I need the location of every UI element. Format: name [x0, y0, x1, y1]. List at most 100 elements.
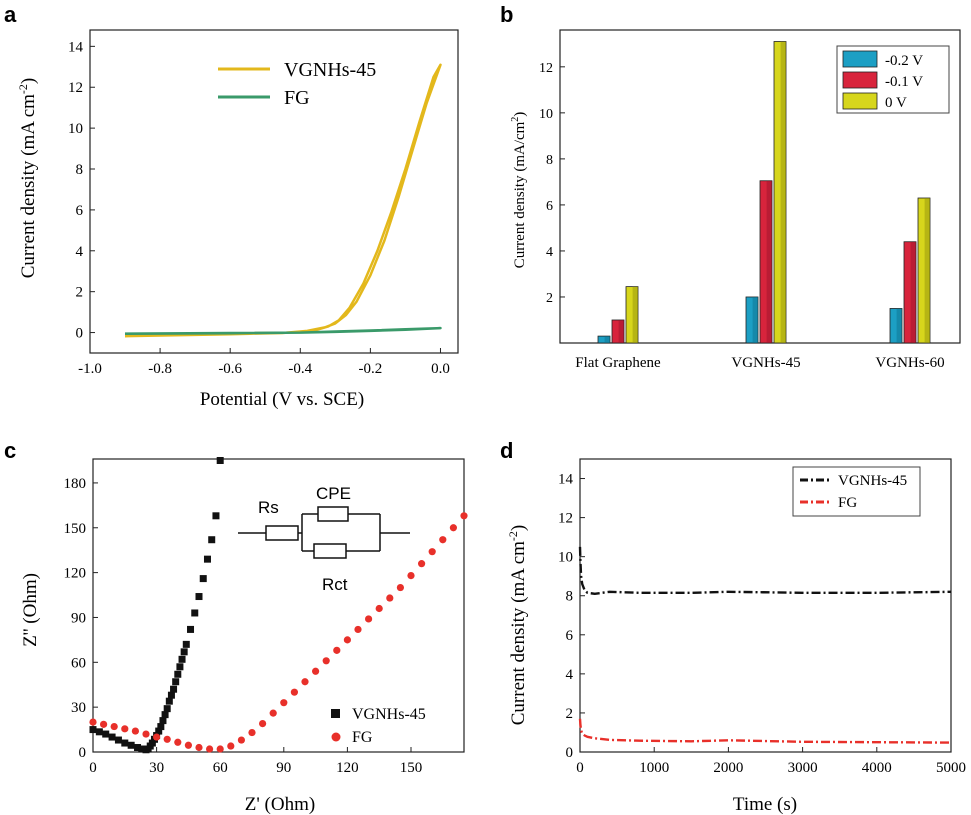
panel-c-legend: VGNHs-45 FG [331, 706, 426, 746]
panel-b-category-label: VGNHs-60 [875, 355, 944, 371]
rct-resistor [313, 543, 347, 559]
legend-label-vgnhs45: VGNHs-45 [284, 59, 376, 81]
panel-c-point-fg [163, 735, 171, 743]
panel-c-point-vgnhs45 [216, 456, 224, 464]
panel-a-series-fg [124, 326, 442, 336]
panel-c-point-fg [312, 667, 320, 675]
panel-b-bar [745, 296, 759, 344]
panel-a-ytick-label: 2 [76, 285, 84, 301]
panel-c-point-fg [407, 572, 415, 580]
panel-d-xlabel: Time (s) [733, 794, 797, 815]
panel-c-point-fg [131, 727, 139, 735]
panel-d-xtick-label: 2000 [713, 760, 743, 776]
panel-c-point-vgnhs45 [170, 685, 178, 693]
panel-c-point-vgnhs45 [195, 593, 203, 601]
panel-d-ytick-label: 0 [566, 745, 574, 761]
panel-b-plot: 2 4 6 8 10 12 Flat Graphene VGNHs-45 VGNHs-60 [539, 29, 961, 371]
panel-b-bar [773, 41, 787, 344]
panel-a-ytick-label: 10 [68, 121, 83, 137]
panel-b-bar-shade [924, 198, 930, 343]
panel-b-bar [917, 197, 931, 344]
inset-label-rct: Rct [322, 575, 348, 594]
panel-c-point-vgnhs45 [165, 697, 173, 705]
legend-label-fg-d: FG [838, 495, 857, 511]
panel-a-ytick-label: 0 [76, 326, 84, 342]
panel-c-point-fg [206, 745, 214, 753]
panel-c-point-vgnhs45 [121, 739, 129, 747]
panel-c-point-fg [174, 738, 182, 746]
panel-a-xtick-label: -1.0 [78, 361, 102, 377]
panel-c-point-vgnhs45 [161, 711, 169, 719]
panel-d-ytick-label: 14 [558, 472, 574, 488]
panel-a-xtick-label: 0.0 [431, 361, 450, 377]
panel-d-frame [579, 458, 952, 753]
panel-b-bar-shade [604, 336, 610, 343]
panel-c-point-vgnhs45 [182, 640, 190, 648]
panel-d-ytick-label: 12 [558, 511, 573, 527]
panel-d-ytick-label: 8 [566, 589, 574, 605]
panel-a-xtick-label: -0.2 [359, 361, 383, 377]
panel-c-point-fg [110, 722, 118, 731]
panel-c-frame [92, 458, 465, 753]
panel-b-bar [889, 308, 903, 344]
panel-c-point-vgnhs45 [178, 655, 186, 663]
panel-c-point-vgnhs45 [208, 536, 216, 544]
panel-c-point-fg [396, 583, 404, 592]
panel-c-point-vgnhs45 [187, 625, 195, 633]
panel-c-point-vgnhs45 [212, 512, 220, 520]
panel-b-ylabel: Current density (mA/cm2) [510, 112, 528, 269]
panel-c-point-fg [153, 733, 161, 741]
panel-c-point-vgnhs45 [108, 733, 116, 741]
panel-c-plot: 0 30 60 90 120 150 0 30 60 90 120 150 180 [64, 456, 468, 776]
panel-b-bar [597, 335, 611, 344]
panel-c-ylabel: Z'' (Ohm) [20, 573, 41, 647]
panel-b-bar-shade [896, 308, 902, 343]
panel-c-xtick-label: 0 [89, 760, 97, 776]
panel-b-category-label: Flat Graphene [575, 355, 661, 371]
panel-d-ytick-label: 2 [566, 706, 574, 722]
panel-letter-a: a [4, 2, 17, 27]
panel-b-ytick-label: 8 [546, 153, 553, 168]
panel-d-series-vgnhs45 [578, 546, 952, 595]
panel-c-ytick-label: 30 [71, 700, 86, 716]
panel-a-ytick-label: 4 [76, 244, 84, 260]
panel-letter-d: d [500, 438, 513, 463]
panel-c-ytick-label: 90 [71, 610, 86, 626]
panel-c-point-fg [121, 725, 129, 733]
panel-b-bar-shade [618, 319, 624, 343]
panel-c-point-fg [375, 604, 383, 613]
panel-a-plot: -1.0 -0.8 -0.6 -0.4 -0.2 0.0 0 2 4 6 8 10 12 14 [68, 29, 459, 377]
panel-a-frame [89, 29, 459, 354]
panel-c-point-fg [418, 560, 426, 568]
panel-c-point-vgnhs45 [134, 744, 142, 752]
panel-b-ytick-label: 2 [546, 291, 553, 306]
panel-c-point-vgnhs45 [155, 727, 163, 735]
panel-c-point-vgnhs45 [180, 648, 188, 656]
panel-c-point-fg [460, 512, 468, 520]
panel-c-point-vgnhs45 [172, 678, 180, 686]
panel-c-point-vgnhs45 [199, 575, 207, 583]
inset-label-cpe: CPE [316, 484, 351, 503]
legend-marker-vgnhs45 [331, 709, 340, 718]
panel-c-point-fg [142, 730, 150, 738]
panel-c-point-fg [269, 709, 277, 717]
panel-a-xlabel: Potential (V vs. SCE) [200, 389, 364, 410]
panel-c-point-fg [386, 594, 394, 602]
panel-d-series-fg [578, 718, 952, 744]
panel-c-point-fg [259, 719, 267, 728]
panel-c-point-fg [195, 743, 203, 752]
panel-c-xtick-label: 90 [276, 760, 291, 776]
panel-c-point-fg [237, 736, 245, 744]
panel-c-xtick-label: 30 [149, 760, 164, 776]
panel-c-point-fg [343, 636, 351, 644]
panel-c-xlabel: Z' (Ohm) [245, 794, 315, 815]
panel-a-ytick-label: 6 [76, 203, 84, 219]
legend-label-vgnhs45-c: VGNHs-45 [352, 706, 426, 723]
panel-c-xtick-label: 60 [213, 760, 228, 776]
panel-b-bar [903, 241, 917, 344]
panel-b-bar [759, 180, 773, 344]
panel-c-point-vgnhs45 [163, 705, 171, 713]
panel-c-ytick-label: 120 [64, 566, 87, 582]
panel-b-legend: -0.2 V -0.1 V 0 V [836, 45, 950, 114]
